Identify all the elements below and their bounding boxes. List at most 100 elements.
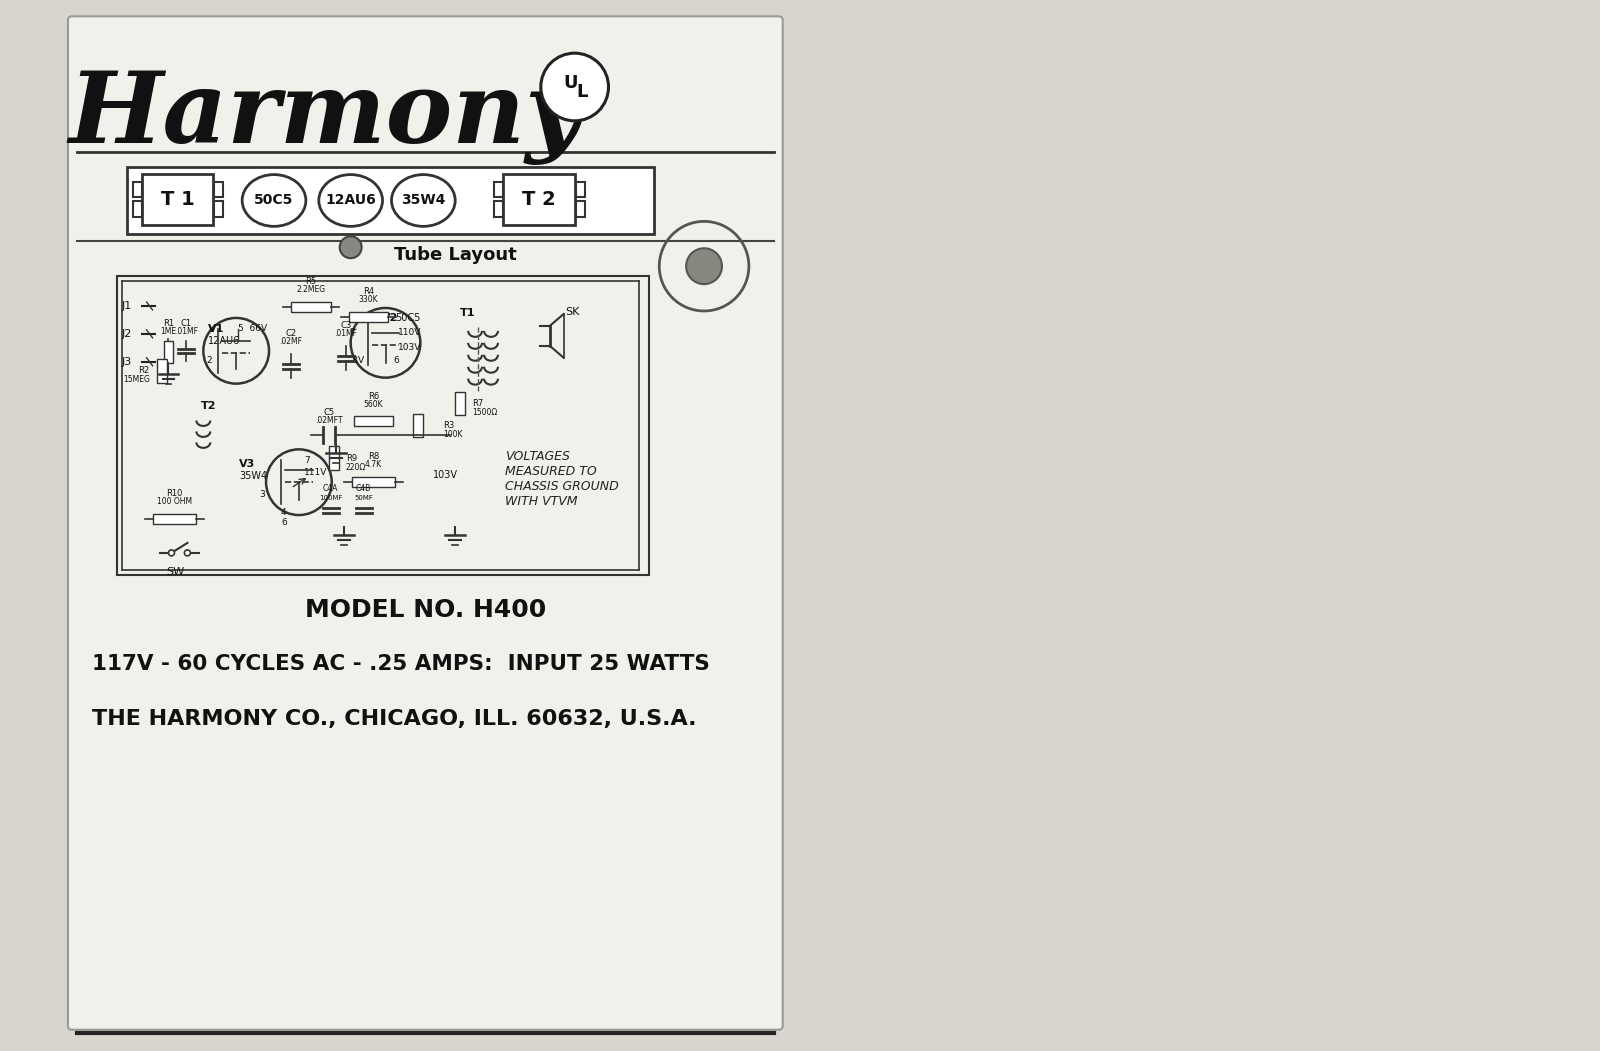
Text: Harmony: Harmony — [69, 68, 584, 165]
Text: R6: R6 — [368, 392, 379, 400]
Bar — [349, 312, 389, 322]
Text: 7: 7 — [350, 328, 355, 337]
Text: 2.2MEG: 2.2MEG — [296, 285, 325, 294]
Text: 220Ω: 220Ω — [346, 462, 366, 472]
Bar — [214, 202, 224, 218]
Text: V2: V2 — [381, 313, 398, 323]
FancyBboxPatch shape — [67, 17, 782, 1030]
Text: C1: C1 — [181, 318, 192, 328]
Bar — [291, 302, 331, 312]
Text: V1: V1 — [208, 324, 224, 334]
Bar — [163, 341, 173, 363]
Text: 111V: 111V — [304, 468, 328, 477]
Text: R8: R8 — [368, 452, 379, 461]
Text: 1500Ω: 1500Ω — [472, 408, 498, 417]
Text: U: U — [563, 74, 578, 92]
Bar — [328, 447, 339, 470]
Text: Tube Layout: Tube Layout — [394, 246, 517, 264]
Bar — [117, 276, 650, 575]
Text: 50C5: 50C5 — [254, 193, 294, 207]
Text: V3: V3 — [238, 459, 256, 470]
Circle shape — [541, 54, 608, 121]
Text: T1: T1 — [459, 308, 475, 318]
Text: 4: 4 — [282, 508, 286, 516]
Circle shape — [339, 236, 362, 259]
Bar — [133, 202, 142, 218]
Text: J1: J1 — [122, 301, 131, 311]
Text: C4B: C4B — [355, 485, 371, 493]
Bar — [576, 202, 584, 218]
Text: R7: R7 — [472, 399, 483, 408]
Text: 4.7K: 4.7K — [365, 460, 382, 469]
Text: R4: R4 — [363, 287, 374, 296]
Text: 50MF: 50MF — [354, 495, 373, 501]
Text: C3: C3 — [341, 321, 352, 330]
Bar — [354, 416, 394, 427]
Text: .02MFT: .02MFT — [315, 416, 342, 426]
Text: -8V: -8V — [350, 356, 365, 366]
Text: 15MEG: 15MEG — [123, 375, 149, 385]
Bar — [133, 182, 142, 198]
Text: 100MF: 100MF — [318, 495, 342, 501]
Bar — [576, 182, 584, 198]
Text: T 2: T 2 — [522, 190, 555, 209]
Bar — [502, 173, 574, 225]
Bar — [152, 514, 197, 524]
Text: 560K: 560K — [363, 399, 384, 409]
Text: MODEL NO. H400: MODEL NO. H400 — [304, 598, 546, 621]
Text: T2: T2 — [200, 400, 216, 411]
Text: 110V: 110V — [397, 328, 421, 337]
Bar — [126, 167, 654, 234]
Text: 35W4: 35W4 — [238, 471, 267, 481]
Text: .02MF: .02MF — [280, 336, 302, 346]
Circle shape — [686, 248, 722, 284]
Text: VOLTAGES
MEASURED TO
CHASSIS GROUND
WITH VTVM: VOLTAGES MEASURED TO CHASSIS GROUND WITH… — [506, 450, 619, 509]
Text: 117V - 60 CYCLES AC - .25 AMPS:  INPUT 25 WATTS: 117V - 60 CYCLES AC - .25 AMPS: INPUT 25… — [91, 655, 710, 675]
Text: .01MF: .01MF — [334, 329, 357, 337]
Text: R5: R5 — [306, 277, 317, 286]
Text: 2: 2 — [206, 356, 211, 366]
Text: 103V: 103V — [432, 470, 458, 480]
Text: 103V: 103V — [397, 344, 421, 352]
Text: SK: SK — [566, 307, 581, 317]
Text: 1ME: 1ME — [160, 327, 176, 336]
Text: J2: J2 — [122, 329, 133, 338]
Ellipse shape — [242, 174, 306, 226]
Bar — [413, 413, 424, 437]
Text: 6: 6 — [394, 356, 400, 366]
Text: .01MF: .01MF — [174, 327, 198, 336]
Text: T 1: T 1 — [160, 190, 194, 209]
Bar — [142, 173, 213, 225]
Text: 50C5: 50C5 — [395, 313, 421, 323]
Text: 100K: 100K — [443, 430, 462, 439]
Text: SW: SW — [166, 566, 184, 577]
Circle shape — [184, 550, 190, 556]
Text: R9: R9 — [346, 454, 357, 462]
Bar — [494, 202, 502, 218]
Text: R2: R2 — [139, 366, 149, 375]
Text: THE HARMONY CO., CHICAGO, ILL. 60632, U.S.A.: THE HARMONY CO., CHICAGO, ILL. 60632, U.… — [91, 709, 696, 729]
Text: 6: 6 — [282, 517, 286, 527]
Bar — [352, 477, 395, 488]
Ellipse shape — [318, 174, 382, 226]
Text: 330K: 330K — [358, 295, 378, 304]
Text: 5  66V: 5 66V — [238, 325, 267, 333]
Text: R3: R3 — [443, 421, 454, 430]
Text: 12AU6: 12AU6 — [208, 336, 240, 346]
Text: R1: R1 — [163, 318, 174, 328]
Text: L: L — [576, 83, 587, 101]
Text: 12AU6: 12AU6 — [325, 193, 376, 207]
Text: R10: R10 — [166, 489, 182, 498]
Text: C2: C2 — [285, 329, 296, 337]
Text: 7: 7 — [304, 456, 310, 465]
Text: C5: C5 — [323, 409, 334, 417]
Circle shape — [168, 550, 174, 556]
Text: C4A: C4A — [323, 485, 339, 493]
Text: J3: J3 — [122, 356, 131, 367]
Bar — [157, 358, 166, 383]
Text: 35W4: 35W4 — [402, 193, 445, 207]
Bar — [494, 182, 502, 198]
Ellipse shape — [392, 174, 454, 226]
Text: 100 OHM: 100 OHM — [157, 497, 192, 507]
Bar — [214, 182, 224, 198]
